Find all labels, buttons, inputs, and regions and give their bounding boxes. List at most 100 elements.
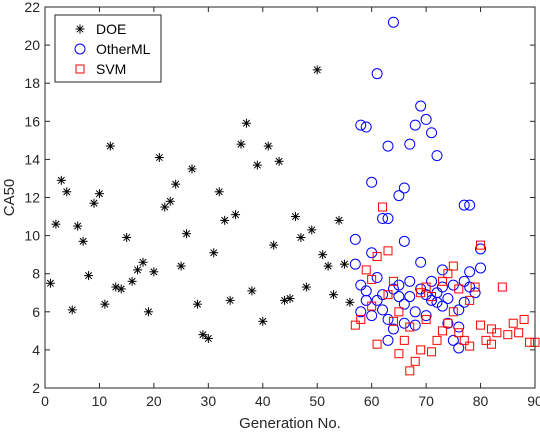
x-tick-label: 0 [41,393,49,409]
data-point [388,316,398,326]
data-point [318,250,328,260]
data-point [458,296,470,308]
data-point [366,176,378,188]
data-point [334,215,344,225]
y-tick-label: 22 [24,0,40,15]
y-axis-label: CA50 [1,179,18,217]
axis-ticks: 0 10 20 30 40 50 60 70 80 90 2 4 6 8 10 12 14 16 18 20 22 [24,0,540,409]
data-point [525,337,535,347]
data-point [372,339,382,349]
data-point [420,113,432,125]
data-point [247,286,257,296]
data-point [231,210,241,220]
legend-label: DOE [96,21,126,37]
data-point [388,276,398,286]
data-point [404,138,416,150]
data-point [415,256,427,268]
data-point [420,310,432,322]
data-point [398,182,410,194]
data-point [458,199,470,211]
y-tick-label: 16 [24,113,40,129]
data-point [436,281,448,293]
data-point [398,298,410,310]
data-point [465,341,475,351]
data-point [431,150,443,162]
data-point [519,314,529,324]
series-svm [350,202,540,376]
data-point [89,198,99,208]
data-point [165,196,175,206]
data-point [442,292,454,304]
data-point [377,289,389,301]
data-point [307,225,317,235]
data-point [105,141,115,151]
data-point [171,179,181,189]
data-point [426,294,438,306]
data-point [453,342,465,354]
series-otherml [349,16,487,354]
data-point [476,240,486,250]
data-point [274,156,284,166]
data-point [377,304,389,316]
data-point [367,274,377,284]
legend-label: SVM [96,61,126,77]
data-point [514,328,524,338]
data-point [62,187,72,197]
data-point [241,118,251,128]
data-point [415,283,427,295]
data-point [360,121,372,133]
legend-item-otherml: OtherML [74,41,151,57]
data-point [122,233,132,243]
x-tick-label: 70 [418,393,434,409]
y-tick-label: 18 [24,75,40,91]
plot-frame [44,6,536,389]
data-point [409,306,421,318]
legend-marker [75,24,85,34]
y-tick-label: 8 [32,266,40,282]
data-point [465,295,475,305]
y-tick-label: 12 [24,190,40,206]
data-point [154,152,164,162]
data-point [214,187,224,197]
data-point [252,160,262,170]
data-point [382,334,394,346]
y-tick-label: 2 [32,380,40,396]
data-point [143,307,153,317]
data-point [437,326,447,336]
data-point [371,272,383,284]
data-point [404,275,416,287]
data-point [443,269,453,279]
data-point [476,320,486,330]
legend-item-doe: DOE [75,21,126,37]
series-doe [45,65,355,343]
data-point [133,265,143,275]
data-point [45,278,55,288]
data-point [387,283,399,295]
data-point [404,291,416,303]
data-point [360,285,372,297]
data-point [416,288,426,298]
data-point [355,119,367,131]
y-tick-label: 14 [24,151,40,167]
data-point [377,212,389,224]
data-point [220,215,230,225]
data-point [371,68,383,80]
x-tick-label: 90 [527,393,540,409]
data-point [470,282,480,292]
data-point [398,235,410,247]
data-point [323,261,333,271]
legend-box [54,14,162,83]
data-point [383,290,393,300]
data-point [382,140,394,152]
data-point [399,335,409,345]
data-point [182,229,192,239]
data-point [269,240,279,250]
data-point [100,299,110,309]
data-point [503,330,513,340]
data-point [198,330,208,340]
data-point [203,333,213,343]
data-point [236,139,246,149]
data-point [345,297,355,307]
data-point [469,287,481,299]
data-point [431,296,443,308]
